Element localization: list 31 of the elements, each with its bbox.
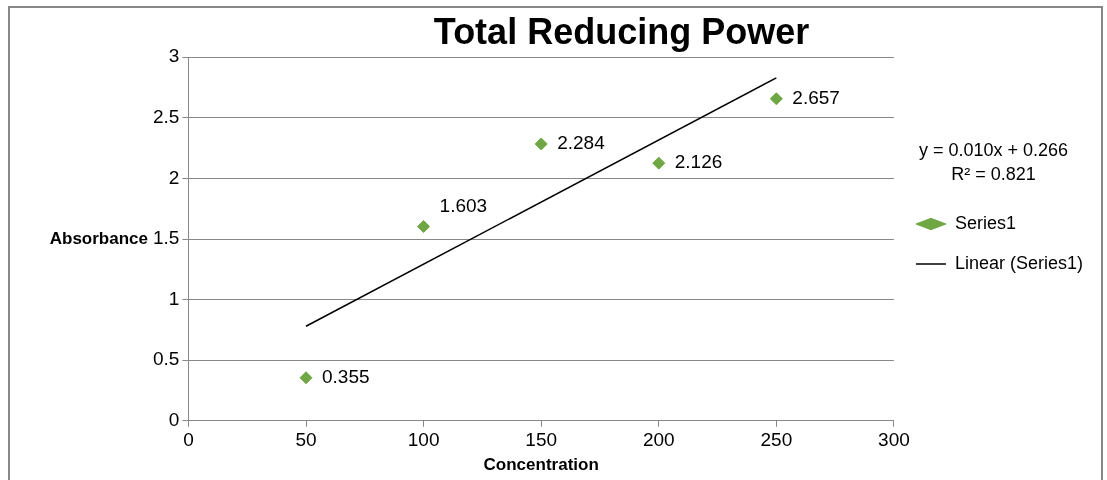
legend-label: Linear (Series1) xyxy=(954,252,1084,273)
x-tick-label: 150 xyxy=(525,429,558,451)
y-tick-label: 1 xyxy=(168,287,180,309)
x-axis-title: Concentration xyxy=(483,455,599,475)
x-tick-label: 50 xyxy=(295,429,317,451)
y-tick-label: 2.5 xyxy=(152,106,180,128)
text: R² = 0.821 xyxy=(951,163,1036,184)
x-tick-label: 200 xyxy=(642,429,675,451)
x-tick-label: 0 xyxy=(183,429,194,451)
chart-title: Total Reducing Power xyxy=(433,10,810,52)
point xyxy=(769,92,783,106)
data-label: 0.355 xyxy=(322,366,370,388)
point xyxy=(417,220,431,234)
point xyxy=(652,156,666,170)
point xyxy=(299,371,313,385)
y-tick-label: 2 xyxy=(168,166,180,188)
point xyxy=(534,137,548,151)
y-axis-title: Absorbance xyxy=(49,228,148,248)
data-label: 1.603 xyxy=(439,194,488,216)
y-tick-label: 1.5 xyxy=(152,227,180,249)
y-tick-label: 0 xyxy=(168,409,180,431)
text: y = 0.010x + 0.266 xyxy=(918,139,1069,160)
y-tick-label: 0.5 xyxy=(152,348,180,370)
y-tick-label: 3 xyxy=(168,45,180,67)
data-label: 2.657 xyxy=(792,87,840,109)
x-tick-label: 100 xyxy=(407,429,440,451)
x-tick-label: 300 xyxy=(878,429,910,451)
data-label: 2.126 xyxy=(674,151,723,173)
x-tick-label: 250 xyxy=(760,429,793,451)
data-label: 2.284 xyxy=(557,132,606,154)
legend-label: Series1 xyxy=(954,212,1016,233)
